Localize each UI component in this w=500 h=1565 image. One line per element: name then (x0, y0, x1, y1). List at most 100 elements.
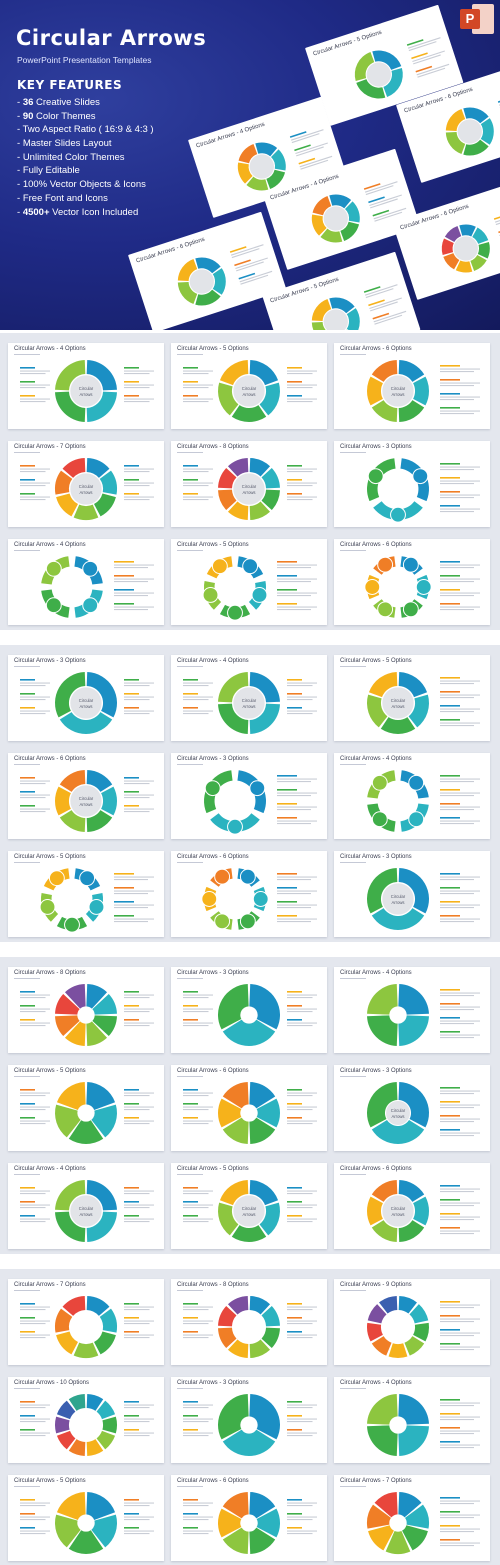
circular-arrow-diagram-segment (55, 1211, 86, 1242)
preview-diagram-segment (470, 254, 487, 272)
slide-right-text-line (287, 1309, 313, 1311)
preview-diagram-center (453, 236, 478, 261)
slide-left-text-line (183, 685, 209, 687)
slide-left-label-line (183, 367, 198, 369)
slide-left-text-line (20, 485, 46, 487)
slide-right-text-line (440, 1528, 480, 1530)
slide-left-text-line (20, 1095, 46, 1097)
slide-right-text-line (287, 1421, 313, 1423)
slide-left-text-line (20, 797, 46, 799)
slide-right-label-line (114, 561, 134, 563)
slide-title: Circular Arrows - 5 Options (177, 1166, 249, 1172)
slide-right-text-line (440, 1009, 474, 1011)
slide-left-text-line (20, 1530, 50, 1532)
slide-right-label-line (440, 817, 460, 819)
slide-content (201, 868, 317, 930)
circular-arrow-diagram-segment (68, 1394, 86, 1411)
circular-arrow-diagram-segment (59, 770, 86, 792)
slide-right-label-line (287, 707, 302, 709)
slide-right-text-line (287, 1334, 317, 1336)
slide-thumbnail: Circular Arrows - 6 Options (171, 1475, 327, 1561)
slide-right-text-line (124, 1207, 150, 1209)
slide-left-label-line (20, 1005, 35, 1007)
preview-slide: Circular Arrows - 4 Options (262, 148, 421, 270)
feature-item: - Two Aspect Ratio ( 16:9 & 4:3 ) (17, 123, 154, 137)
slide-left-text-line (183, 696, 213, 698)
slide-right-text-line (440, 1405, 474, 1407)
slide-title-underline (340, 1174, 366, 1175)
feature-count: 4500+ (22, 206, 50, 218)
slide-left-label-line (183, 1331, 198, 1333)
slide-right-text-line (287, 1120, 317, 1122)
slide-title: Circular Arrows - 7 Options (14, 1282, 86, 1288)
slide-thumbnail: Circular Arrows - 5 Options (8, 1475, 164, 1561)
slide-left-label-line (20, 381, 35, 383)
circular-arrow-diagram-segment (374, 1492, 398, 1518)
slide-right-label-line (124, 1019, 139, 1021)
circular-arrow-diagram-segment (249, 501, 271, 520)
slide-title-underline (14, 862, 40, 863)
slide-right-text-line (124, 1120, 154, 1122)
slide-right-text-line (124, 997, 150, 999)
slide-right-text-line (440, 778, 480, 780)
slide-left-label-line (183, 395, 198, 397)
circular-arrow-diagram-segment (218, 1508, 242, 1538)
slide-right-text-line (287, 994, 317, 996)
circular-arrow-diagram-segment (368, 672, 398, 698)
slide-right-text-line (124, 783, 150, 785)
circular-arrow-diagram-segment (261, 467, 280, 489)
slide-thumbnail: Circular Arrows - 3 Options (171, 1377, 327, 1463)
circular-arrow-diagram-segment (371, 908, 425, 930)
slide-right-text-line (440, 1444, 480, 1446)
slide-content (364, 556, 480, 618)
slide-right-text-line (440, 1135, 474, 1137)
slide-right-text-line (114, 879, 148, 881)
slide-right-text-line (440, 1503, 474, 1505)
circular-arrow-diagram-segment (86, 1180, 117, 1211)
feature-bullet: - (17, 110, 23, 122)
slide-right-label-line (114, 589, 134, 591)
slide-right-text-line (124, 1008, 154, 1010)
preview-label-line (493, 213, 500, 220)
slide-right-label-line (440, 1301, 460, 1303)
preview-diagram-center (323, 206, 348, 231)
circular-arrow-diagram-segment (222, 1082, 249, 1109)
slide-left-label-line (20, 479, 35, 481)
slide-content (183, 1082, 317, 1144)
slide-right-text-line (124, 1505, 150, 1507)
slide-right-text-line (440, 711, 474, 713)
slide-left-label-line (183, 1527, 198, 1529)
slide-right-label-line (287, 1429, 302, 1431)
slide-left-label-line (20, 1019, 35, 1021)
slide-right-text-line (440, 1034, 480, 1036)
preview-diagram-segment (354, 51, 375, 81)
slide-right-text-line (440, 497, 474, 499)
preview-text-line (364, 284, 398, 296)
slide-right-text-line (287, 1092, 317, 1094)
slide-right-label-line (440, 407, 460, 409)
slide-right-label-line (124, 1317, 139, 1319)
feature-text: Creative Slides (33, 97, 100, 108)
slide-title-underline (177, 978, 203, 979)
slide-right-label-line (440, 705, 460, 707)
slide-right-label-line (287, 1527, 302, 1529)
preview-text-line (295, 142, 328, 155)
slide-right-text-line (440, 399, 474, 401)
slide-right-label-line (124, 395, 139, 397)
circular-arrow-diagram-center (233, 375, 265, 407)
preview-diagram-center (323, 309, 348, 330)
key-features-list: - 36 Creative Slides - 90 Color Themes - T… (17, 96, 154, 219)
slide-left-label-line (20, 1187, 35, 1189)
slide-right-text-line (440, 1304, 480, 1306)
circular-arrow-diagram-node (377, 556, 394, 573)
circular-arrow-diagram-segment (56, 493, 78, 517)
circular-arrow-diagram-segment (261, 489, 280, 511)
diagram-center-label: Circular (79, 484, 94, 489)
circular-arrow-diagram-node (415, 579, 432, 595)
slide-right-label-line (287, 1089, 302, 1091)
circular-arrow-diagram-node (239, 913, 256, 930)
slide-right-text-line (440, 876, 480, 878)
slide-left-label-line (183, 1117, 198, 1119)
slide-right-label-line (287, 1005, 302, 1007)
slide-right-text-line (277, 606, 317, 608)
